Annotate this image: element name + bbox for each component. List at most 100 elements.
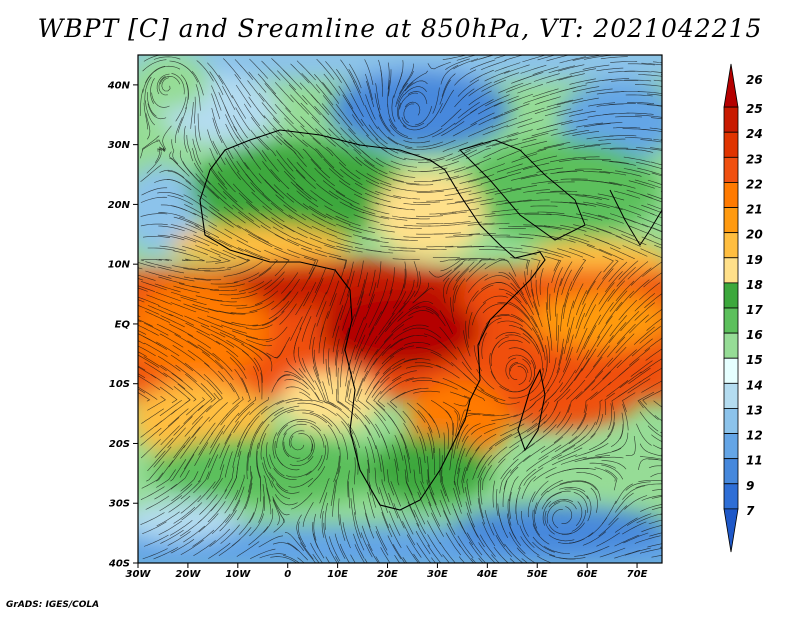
- streamline: [187, 334, 212, 349]
- streamline: [159, 399, 182, 417]
- streamline: [531, 180, 559, 185]
- streamline: [335, 223, 362, 233]
- streamline: [392, 283, 405, 309]
- streamline: [490, 341, 500, 367]
- streamline: [248, 526, 269, 546]
- streamline: [554, 381, 573, 402]
- streamline: [511, 174, 538, 181]
- streamline: [484, 259, 509, 270]
- streamline: [314, 267, 326, 294]
- arabia-coast: [459, 139, 586, 241]
- streamline: [218, 213, 241, 229]
- streamline: [455, 184, 483, 191]
- streamline: [522, 333, 540, 355]
- streamline: [463, 457, 472, 484]
- streamline: [275, 494, 298, 506]
- streamline: [233, 411, 251, 434]
- streamline: [397, 305, 420, 322]
- streamline: [581, 348, 597, 372]
- streamline: [250, 129, 269, 151]
- streamline: [439, 89, 455, 114]
- streamline: [323, 336, 326, 364]
- streamline: [416, 425, 427, 452]
- colorbar-swatch: [723, 458, 739, 485]
- streamline: [407, 91, 428, 105]
- streamline: [208, 225, 233, 239]
- streamline: [401, 334, 428, 341]
- streamline: [372, 368, 392, 389]
- streamline: [465, 142, 491, 152]
- streamline: [340, 294, 350, 321]
- streamline: [170, 459, 187, 482]
- streamline: [178, 283, 206, 290]
- streamline: [651, 496, 662, 499]
- streamline: [299, 305, 312, 330]
- streamline: [520, 173, 548, 180]
- streamline: [596, 228, 622, 238]
- streamline: [415, 347, 442, 356]
- lon-label: 30W: [126, 569, 152, 580]
- streamline: [526, 414, 548, 433]
- streamline: [649, 532, 662, 537]
- streamline: [300, 102, 320, 123]
- streamline: [363, 501, 371, 528]
- streamline: [485, 139, 512, 148]
- streamline: [601, 464, 624, 480]
- streamline: [218, 292, 246, 296]
- streamline: [194, 96, 196, 124]
- streamline: [629, 279, 650, 299]
- colorbar-swatch: [723, 182, 739, 208]
- streamline: [346, 270, 355, 297]
- streamline: [209, 430, 224, 455]
- streamline: [548, 524, 573, 535]
- streamline: [520, 140, 548, 149]
- streamline: [664, 91, 691, 96]
- streamline: [488, 433, 512, 450]
- streamline: [140, 439, 161, 459]
- streamline: [540, 436, 564, 453]
- streamline: [224, 474, 237, 500]
- streamline: [208, 308, 235, 315]
- lat-label: 20S: [109, 439, 130, 450]
- streamline: [583, 391, 598, 414]
- streamline: [456, 424, 469, 449]
- streamline: [233, 125, 250, 149]
- streamline: [416, 223, 444, 225]
- streamline: [159, 333, 184, 348]
- streamline: [231, 292, 258, 299]
- streamline: [169, 313, 194, 326]
- streamline: [454, 508, 466, 534]
- streamline: [557, 447, 583, 460]
- colorbar-swatch: [723, 232, 739, 259]
- streamline: [249, 497, 259, 524]
- streamline: [309, 323, 316, 350]
- streamline: [431, 122, 456, 138]
- streamline: [453, 432, 460, 459]
- streamline: [627, 63, 655, 66]
- streamline: [373, 411, 390, 434]
- streamline: [140, 164, 162, 183]
- streamline: [198, 432, 214, 456]
- streamline: [537, 55, 557, 61]
- streamline: [326, 268, 336, 295]
- streamline: [334, 466, 341, 493]
- streamline: [445, 235, 473, 238]
- streamline: [354, 291, 365, 317]
- streamline: [563, 281, 573, 307]
- streamline: [639, 400, 659, 421]
- streamline: [312, 137, 334, 157]
- streamline: [633, 326, 655, 345]
- streamline: [215, 256, 231, 264]
- streamline: [171, 139, 179, 165]
- streamline: [495, 246, 523, 250]
- streamline: [329, 536, 341, 562]
- streamline: [201, 351, 223, 370]
- streamline: [244, 483, 253, 510]
- streamline: [191, 71, 204, 96]
- streamline: [609, 181, 636, 189]
- streamline: [261, 102, 280, 124]
- streamline: [207, 129, 218, 155]
- streamline: [185, 180, 207, 198]
- streamline: [393, 71, 403, 98]
- streamline: [472, 455, 486, 480]
